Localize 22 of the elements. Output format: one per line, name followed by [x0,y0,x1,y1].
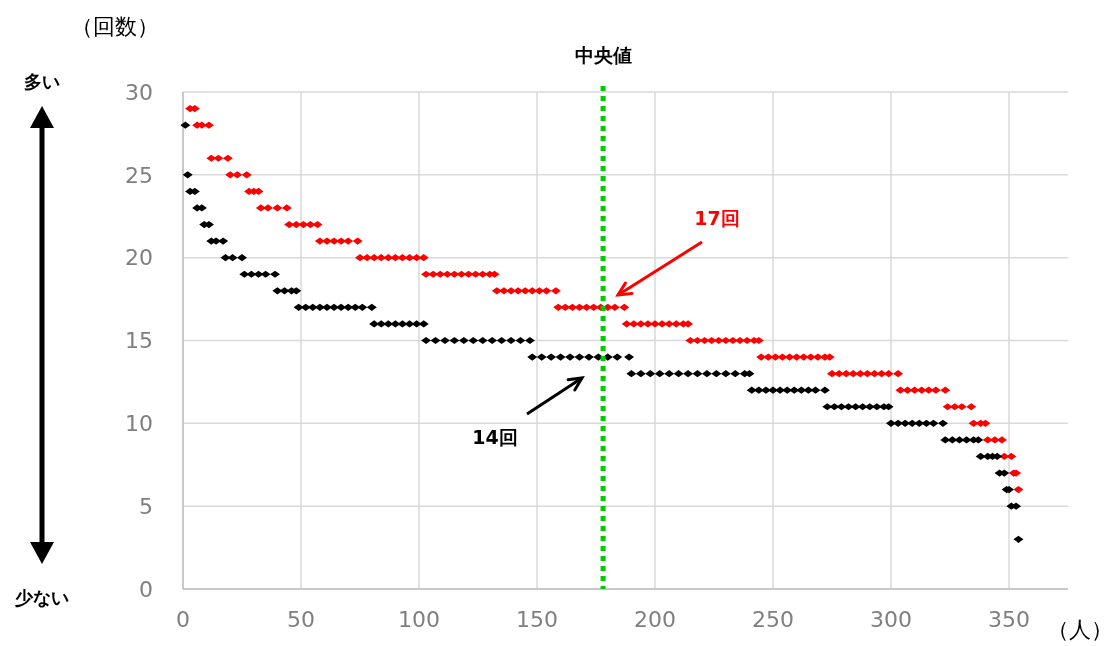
x-tick-label: 150 [516,607,558,632]
y-tick-label: 0 [139,576,153,602]
x-tick-label: 0 [176,607,190,632]
x-tick-label: 100 [398,607,440,632]
text: 多い [24,71,60,92]
x-axis-title: （人） [1047,617,1113,642]
y-tick-label: 10 [125,411,153,437]
y-tick-label: 25 [125,162,153,188]
x-tick-label: 200 [634,607,676,632]
y-tick-label: 15 [125,328,153,354]
y-tick-label: 5 [139,493,153,519]
x-tick-label: 250 [752,607,794,632]
x-tick-label: 300 [870,607,912,632]
y-axis-title: （回数） [71,14,159,39]
y-tick-label: 20 [125,245,153,271]
annotation: 14回 [472,426,518,448]
x-tick-label: 350 [988,607,1030,632]
y-tick-label: 30 [125,79,153,105]
x-tick-label: 50 [287,607,315,632]
annotation: 17回 [694,207,740,229]
text: 少ない [15,587,69,608]
ref-line-label: 中央値 [574,44,632,66]
